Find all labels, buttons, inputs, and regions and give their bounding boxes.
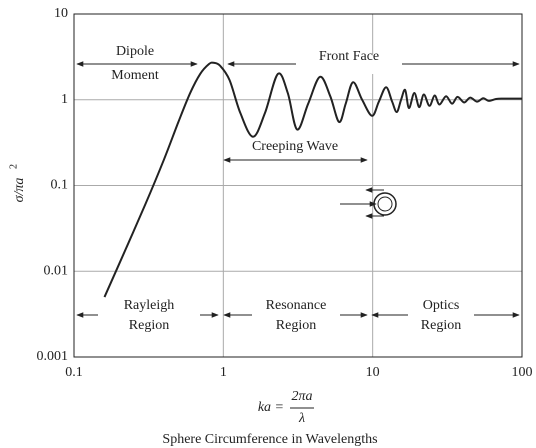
y-tick-label: 0.01 <box>44 263 69 278</box>
annotation: Creeping Wave <box>252 139 338 154</box>
y-tick-label: 0.001 <box>37 349 69 364</box>
annotation: Resonance <box>266 298 327 313</box>
annotation: Region <box>421 318 461 333</box>
annotation: Moment <box>111 68 159 83</box>
x-tick-label: 100 <box>512 365 533 380</box>
chart: Dipole Moment Front Face Creeping Wave R… <box>0 0 536 448</box>
subtitle: Sphere Circumference in Wavelengths <box>162 432 377 447</box>
annotation: Dipole <box>116 44 154 59</box>
y-tick-label: 1 <box>61 92 68 107</box>
curve <box>104 63 522 297</box>
x-label-denominator: λ <box>298 411 305 426</box>
curve-layer <box>104 63 522 297</box>
y-tick-label: 0.1 <box>51 178 69 193</box>
annotation: Optics <box>423 298 460 313</box>
x-tick-label: 1 <box>220 365 227 380</box>
annotation-arrows <box>77 54 519 330</box>
y-tick-label: 10 <box>54 6 68 21</box>
x-tick-label: 0.1 <box>65 365 83 380</box>
y-axis-label: σ/πa 2 <box>8 164 27 202</box>
annotation: Front Face <box>319 49 379 64</box>
annotation: Region <box>276 318 316 333</box>
x-label-numerator: 2πa <box>291 389 312 404</box>
annotation: Rayleigh <box>124 298 175 313</box>
x-tick-label: 10 <box>366 365 380 380</box>
annotation: Region <box>129 318 169 333</box>
x-label-lhs: ka = <box>258 400 284 415</box>
sphere-icon <box>340 190 396 216</box>
y-label-superscript: 2 <box>8 164 19 169</box>
x-axis-label: ka = 2πa λ <box>258 389 314 426</box>
y-label: σ/πa <box>12 178 27 203</box>
